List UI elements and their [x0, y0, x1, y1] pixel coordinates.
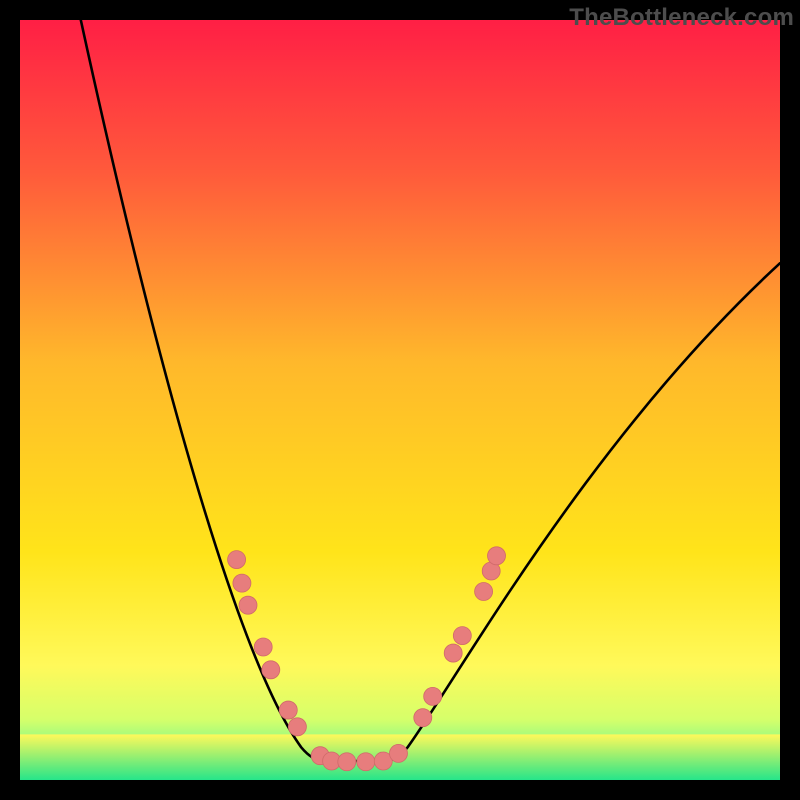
marker-dot [453, 627, 471, 645]
marker-dot [357, 753, 375, 771]
marker-dot [239, 596, 257, 614]
marker-dot [424, 687, 442, 705]
marker-dot [488, 547, 506, 565]
marker-dot [444, 644, 462, 662]
marker-dot [288, 718, 306, 736]
marker-dot [254, 638, 272, 656]
marker-dot [279, 701, 297, 719]
marker-dot [338, 753, 356, 771]
marker-dot [389, 744, 407, 762]
marker-dot [233, 574, 251, 592]
chart-svg [0, 0, 800, 800]
marker-dot [414, 709, 432, 727]
chart-frame: TheBottleneck.com [0, 0, 800, 800]
watermark-text: TheBottleneck.com [569, 4, 794, 32]
marker-dot [262, 661, 280, 679]
marker-dot [228, 551, 246, 569]
marker-dot [475, 583, 493, 601]
plot-background [20, 20, 780, 780]
